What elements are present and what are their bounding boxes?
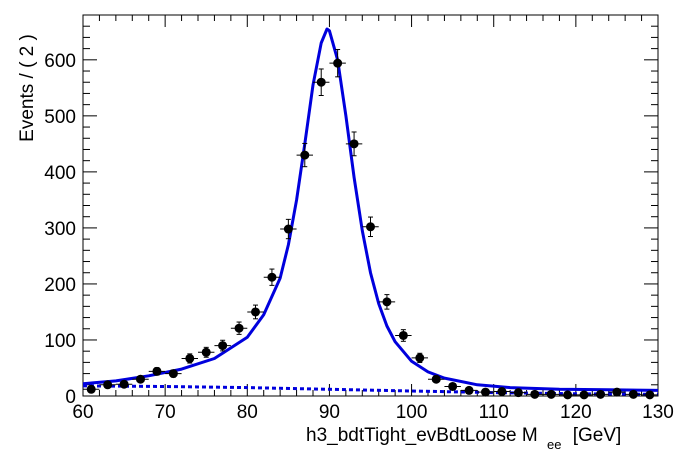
point-marker: [152, 366, 162, 376]
data-point: [214, 339, 231, 352]
point-marker: [251, 307, 260, 317]
data-point: [575, 390, 593, 400]
data-point: [625, 389, 642, 399]
data-point: [99, 380, 116, 390]
data-point: [345, 131, 363, 157]
fit-curves: [82, 27, 659, 396]
point-marker: [579, 390, 589, 400]
data-point: [460, 385, 478, 395]
point-marker: [316, 77, 326, 87]
point-marker: [234, 323, 244, 333]
data-point: [329, 49, 346, 78]
point-marker: [119, 379, 129, 389]
x-axis: 60 70 80 90 100 110 120 130: [72, 15, 674, 423]
data-point: [559, 390, 576, 400]
data-points: [83, 49, 658, 400]
data-point: [592, 389, 609, 399]
x-tick-label: 80: [237, 402, 258, 423]
point-marker: [415, 353, 425, 363]
plot-frame: [82, 14, 659, 397]
data-point: [395, 329, 412, 342]
x-axis-title-sub: ee: [547, 437, 561, 452]
point-marker: [185, 353, 195, 363]
data-point: [510, 388, 527, 398]
data-point: [115, 379, 133, 389]
point-marker: [398, 330, 408, 340]
point-marker: [218, 341, 228, 351]
x-axis-title-main: h3_bdtTight_evBdtLoose M: [306, 425, 538, 446]
data-point: [428, 374, 445, 384]
point-marker: [136, 374, 145, 384]
data-point: [608, 387, 626, 397]
point-marker: [86, 384, 96, 394]
point-marker: [366, 222, 375, 232]
point-marker: [448, 381, 458, 391]
data-point: [641, 390, 658, 400]
point-marker: [563, 390, 573, 400]
x-tick-label: 90: [319, 402, 340, 423]
point-marker: [546, 389, 556, 399]
data-point: [477, 387, 494, 397]
x-tick-label: 130: [642, 402, 674, 423]
point-marker: [530, 389, 540, 399]
point-marker: [300, 150, 310, 160]
point-marker: [267, 272, 277, 282]
x-tick-label: 110: [479, 402, 509, 423]
x-tick-label: 60: [72, 402, 93, 423]
data-point: [198, 346, 215, 358]
data-point: [296, 142, 313, 168]
background-fit-curve: [82, 384, 659, 396]
y-axis: 0 100 200 300 400 500 600: [44, 14, 658, 408]
x-axis-title-unit: [GeV]: [573, 425, 622, 446]
point-marker: [513, 388, 523, 398]
x-tick-label: 120: [560, 402, 592, 423]
x-axis-title: h3_bdtTight_evBdtLoose M ee [GeV]: [306, 425, 621, 454]
data-point: [411, 352, 428, 364]
point-marker: [612, 387, 622, 397]
point-marker: [349, 139, 359, 149]
point-marker: [645, 390, 655, 400]
x-tick-label: 70: [155, 402, 176, 423]
x-tick-label: 100: [396, 402, 428, 423]
data-point: [378, 294, 396, 310]
point-marker: [201, 347, 211, 357]
y-tick-label: 0: [65, 387, 76, 408]
point-marker: [497, 387, 507, 397]
y-axis-title: Events / ( 2 ): [17, 34, 38, 142]
point-marker: [103, 380, 113, 390]
data-point: [247, 304, 264, 320]
data-point: [362, 216, 379, 238]
data-point: [165, 369, 182, 379]
point-marker: [628, 389, 638, 399]
data-point: [83, 384, 100, 394]
total-fit-curve: [82, 27, 659, 392]
point-marker: [382, 297, 392, 307]
data-point: [543, 389, 560, 399]
data-point: [493, 387, 511, 397]
y-tick-label: 500: [44, 107, 76, 128]
point-marker: [283, 224, 293, 234]
data-point: [132, 374, 149, 384]
point-marker: [431, 374, 441, 384]
data-point: [148, 366, 166, 376]
data-point: [280, 218, 297, 240]
y-tick-label: 300: [44, 219, 76, 240]
data-point: [230, 321, 248, 335]
data-point: [526, 389, 543, 399]
y-tick-label: 400: [44, 163, 76, 184]
y-tick-label: 600: [44, 51, 76, 72]
data-point: [444, 381, 461, 391]
point-marker: [464, 385, 474, 395]
point-marker: [333, 58, 343, 68]
point-marker: [168, 369, 178, 379]
y-tick-label: 200: [44, 275, 76, 296]
data-point: [181, 353, 198, 364]
data-point: [313, 68, 330, 96]
y-tick-label: 100: [44, 331, 76, 352]
data-point: [263, 268, 281, 286]
point-marker: [481, 387, 490, 397]
point-marker: [596, 389, 605, 399]
